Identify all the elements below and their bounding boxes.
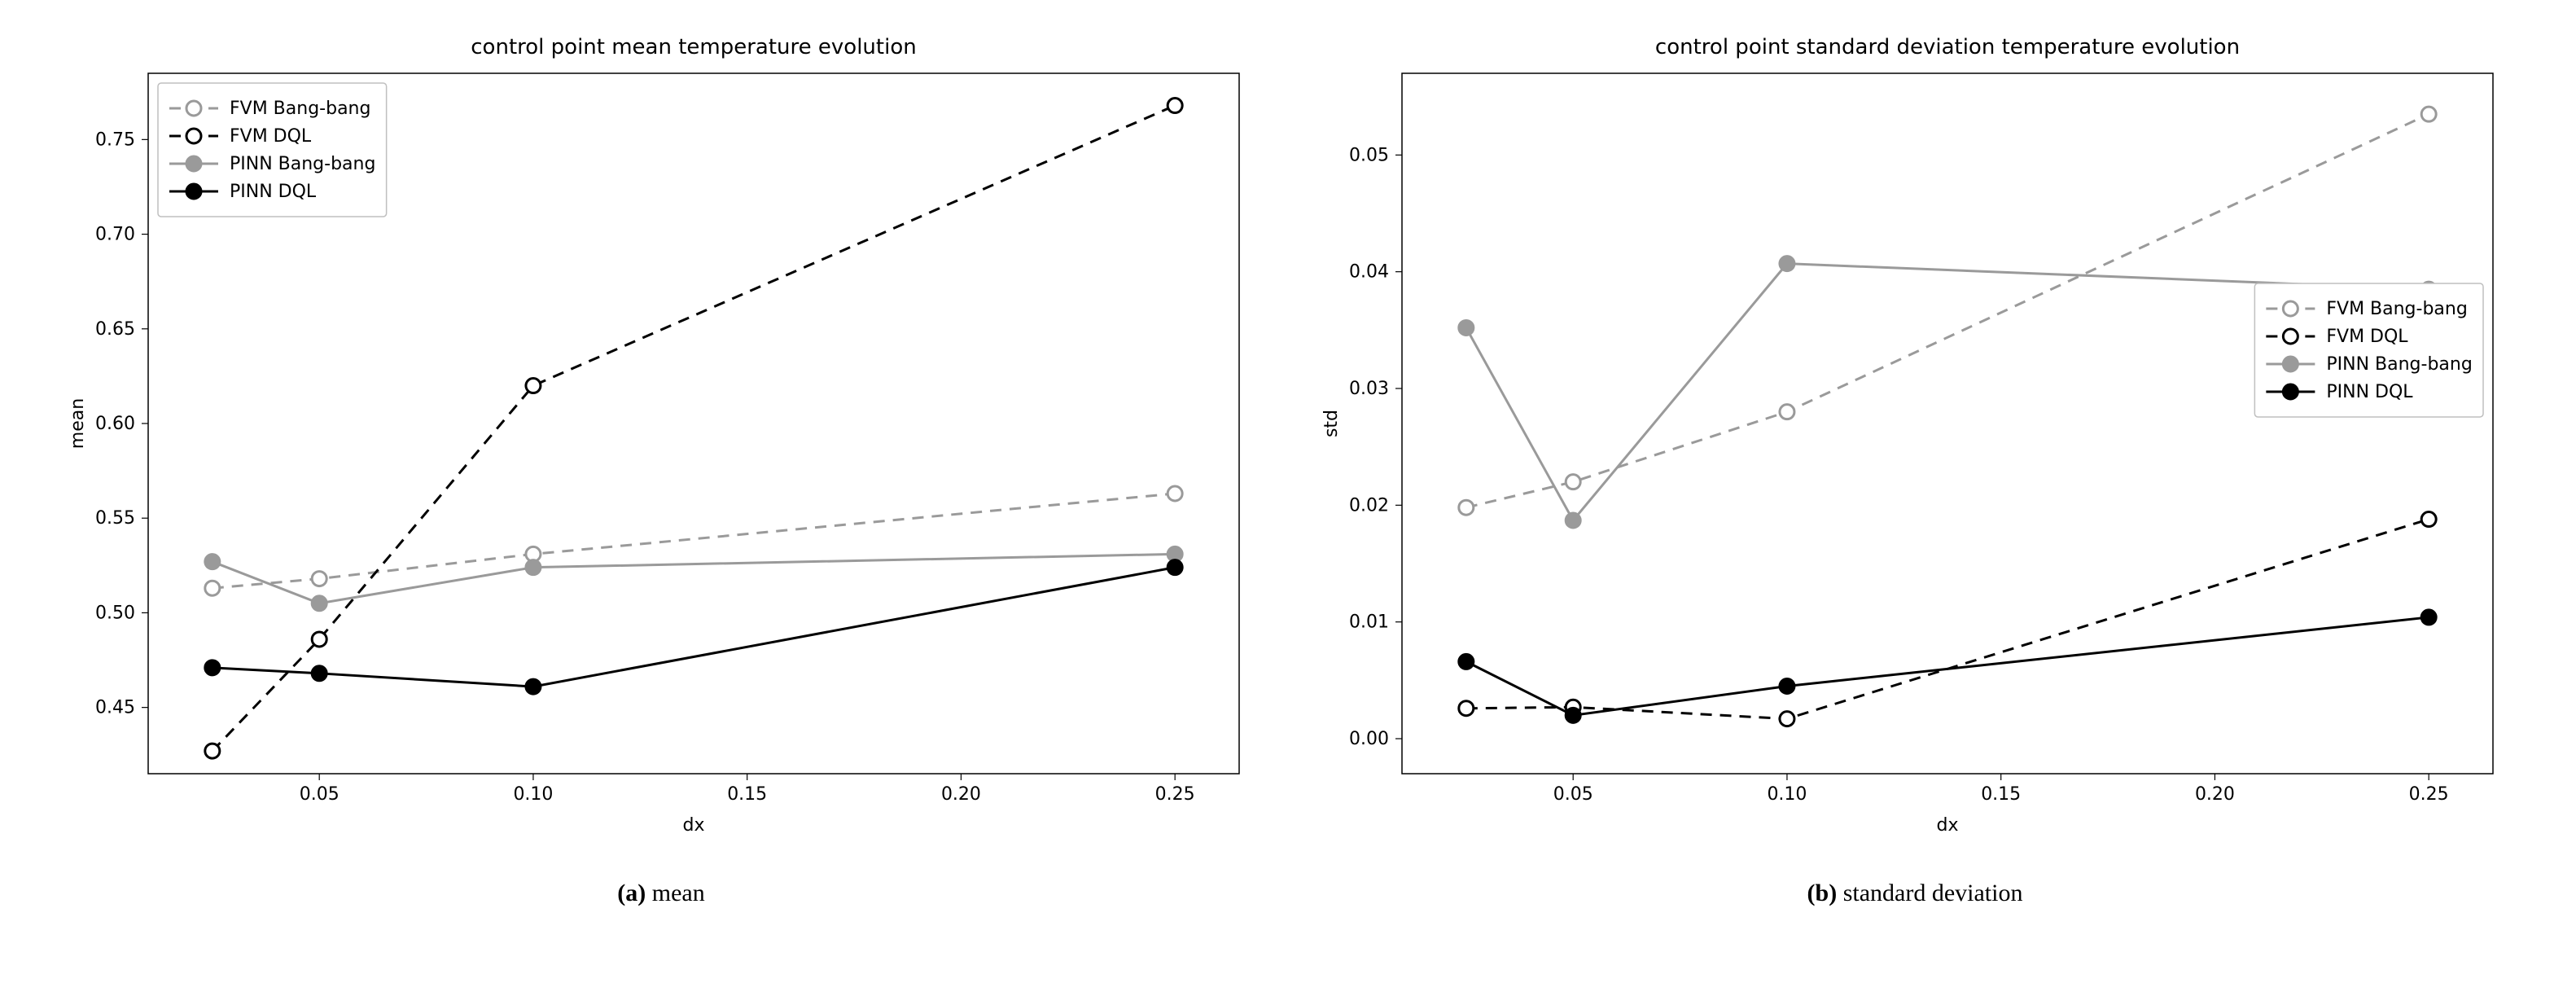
series-marker-pinn_dql	[1459, 654, 1474, 669]
series-line-pinn_dql	[212, 568, 1175, 687]
series-marker-pinn_dql	[312, 666, 326, 681]
series-line-fvm_bang	[212, 494, 1175, 588]
series-marker-pinn_dql	[1168, 560, 1182, 575]
legend-label-pinn_bang: PINN Bang-bang	[230, 154, 375, 174]
caption-label: (b)	[1807, 880, 1838, 906]
caption-text: standard deviation	[1837, 880, 2022, 906]
series-marker-fvm_bang	[312, 572, 326, 586]
x-axis-label: dx	[1937, 815, 1959, 836]
chart-panel-std: control point standard deviation tempera…	[1304, 16, 2526, 907]
y-tick-label: 0.00	[1349, 729, 1389, 749]
series-marker-pinn_dql	[1566, 708, 1580, 722]
series-marker-fvm_dql	[1780, 712, 1794, 726]
chart-svg-mean: control point mean temperature evolution…	[50, 16, 1272, 863]
x-axis-label: dx	[683, 815, 705, 836]
series-marker-pinn_dql	[526, 679, 541, 694]
x-tick-label: 0.10	[513, 784, 553, 805]
y-tick-label: 0.50	[95, 603, 135, 623]
legend-marker-fvm_bang	[2283, 301, 2298, 316]
y-tick-label: 0.02	[1349, 495, 1389, 516]
legend-label-fvm_bang: FVM Bang-bang	[2326, 299, 2467, 319]
y-tick-label: 0.45	[95, 698, 135, 718]
panel-caption-std: (b) standard deviation	[1807, 880, 2023, 907]
x-tick-label: 0.15	[727, 784, 767, 805]
series-line-fvm_dql	[1466, 520, 2429, 719]
series-marker-pinn_bang	[1566, 513, 1580, 528]
legend-label-fvm_dql: FVM DQL	[230, 126, 312, 147]
legend-label-pinn_dql: PINN DQL	[230, 182, 317, 202]
series-marker-fvm_dql	[1168, 99, 1182, 113]
series-line-pinn_bang	[212, 554, 1175, 603]
y-tick-label: 0.05	[1349, 145, 1389, 165]
legend-label-pinn_bang: PINN Bang-bang	[2326, 354, 2472, 375]
legend-label-fvm_bang: FVM Bang-bang	[230, 99, 370, 119]
x-tick-label: 0.25	[1155, 784, 1195, 805]
series-marker-fvm_dql	[1459, 701, 1474, 716]
x-tick-label: 0.05	[300, 784, 340, 805]
legend-marker-pinn_bang	[186, 156, 201, 171]
series-marker-pinn_dql	[205, 660, 220, 675]
series-marker-pinn_bang	[1459, 320, 1474, 335]
legend-label-fvm_dql: FVM DQL	[2326, 327, 2408, 347]
legend-marker-fvm_dql	[186, 129, 201, 143]
x-tick-label: 0.20	[2195, 784, 2235, 805]
chart-panel-mean: control point mean temperature evolution…	[50, 16, 1272, 907]
x-tick-label: 0.15	[1981, 784, 2021, 805]
x-tick-label: 0.25	[2409, 784, 2449, 805]
legend-marker-pinn_dql	[186, 184, 201, 199]
series-marker-pinn_bang	[526, 560, 541, 575]
x-tick-label: 0.10	[1767, 784, 1807, 805]
series-marker-fvm_dql	[526, 379, 541, 393]
series-marker-pinn_bang	[1780, 257, 1794, 271]
legend-marker-fvm_dql	[2283, 329, 2298, 344]
y-tick-label: 0.01	[1349, 612, 1389, 633]
series-line-pinn_dql	[1466, 617, 2429, 715]
x-tick-label: 0.05	[1553, 784, 1593, 805]
y-tick-label: 0.60	[95, 414, 135, 434]
y-axis-label: std	[1321, 410, 1342, 437]
legend-label-pinn_dql: PINN DQL	[2326, 382, 2413, 402]
series-marker-pinn_dql	[1780, 679, 1794, 694]
y-axis-label: mean	[68, 398, 88, 449]
chart-svg-std: control point standard deviation tempera…	[1304, 16, 2526, 863]
y-tick-label: 0.65	[95, 319, 135, 340]
y-tick-label: 0.04	[1349, 262, 1389, 283]
series-marker-fvm_bang	[1566, 475, 1580, 489]
series-marker-fvm_bang	[205, 581, 220, 595]
series-marker-fvm_bang	[2421, 107, 2436, 121]
chart-title: control point standard deviation tempera…	[1655, 35, 2240, 59]
series-marker-fvm_dql	[312, 632, 326, 647]
legend-marker-fvm_bang	[186, 101, 201, 116]
series-marker-fvm_bang	[1168, 486, 1182, 501]
series-marker-fvm_dql	[2421, 512, 2436, 527]
series-marker-fvm_bang	[1780, 405, 1794, 419]
series-marker-pinn_dql	[2421, 610, 2436, 625]
x-tick-label: 0.20	[941, 784, 981, 805]
panel-caption-mean: (a) mean	[617, 880, 704, 907]
series-marker-fvm_bang	[1459, 500, 1474, 515]
y-tick-label: 0.75	[95, 129, 135, 150]
y-tick-label: 0.70	[95, 225, 135, 245]
caption-label: (a)	[617, 880, 646, 906]
legend-marker-pinn_bang	[2283, 357, 2298, 371]
series-marker-fvm_dql	[205, 744, 220, 758]
figure-row: control point mean temperature evolution…	[16, 16, 2560, 907]
chart-title: control point mean temperature evolution	[471, 35, 916, 59]
legend-marker-pinn_dql	[2283, 384, 2298, 399]
y-tick-label: 0.03	[1349, 379, 1389, 399]
series-marker-pinn_bang	[312, 596, 326, 611]
series-marker-pinn_bang	[205, 555, 220, 569]
y-tick-label: 0.55	[95, 508, 135, 529]
caption-text: mean	[646, 880, 704, 906]
